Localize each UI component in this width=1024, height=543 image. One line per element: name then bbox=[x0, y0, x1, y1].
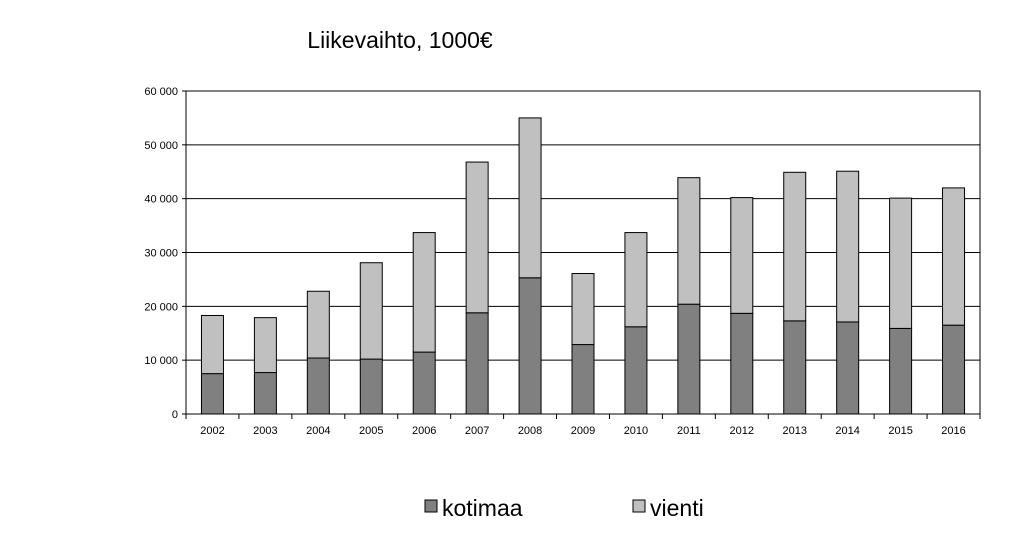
x-tick-label: 2016 bbox=[941, 425, 965, 437]
bar-vienti-2015 bbox=[889, 197, 913, 329]
bar-kotimaa-2011 bbox=[677, 303, 701, 415]
bar-kotimaa-2016 bbox=[942, 324, 966, 415]
y-tick-label: 0 bbox=[172, 409, 178, 421]
x-tick-label: 2006 bbox=[412, 425, 436, 437]
bar-vienti-2010 bbox=[624, 232, 648, 328]
x-tick-label: 2008 bbox=[518, 425, 542, 437]
x-tick-label: 2013 bbox=[782, 425, 806, 437]
x-tick-label: 2007 bbox=[465, 425, 489, 437]
x-tick-label: 2012 bbox=[730, 425, 754, 437]
bar-kotimaa-2005 bbox=[359, 358, 383, 415]
x-tick-label: 2005 bbox=[359, 425, 383, 437]
plot-area-frame bbox=[185, 90, 981, 415]
x-tick-label: 2004 bbox=[306, 425, 330, 437]
bar-vienti-2011 bbox=[677, 177, 701, 305]
bar-vienti-2007 bbox=[465, 161, 489, 314]
y-tick-label: 30 000 bbox=[144, 248, 178, 260]
y-tick-label: 20 000 bbox=[144, 301, 178, 313]
bar-vienti-2014 bbox=[836, 170, 860, 323]
x-tick-label: 2009 bbox=[571, 425, 595, 437]
x-tick-label: 2015 bbox=[888, 425, 912, 437]
bar-vienti-2008 bbox=[518, 117, 542, 279]
bar-kotimaa-2008 bbox=[518, 277, 542, 415]
bar-kotimaa-2010 bbox=[624, 326, 648, 415]
bar-vienti-2016 bbox=[942, 187, 966, 326]
bar-kotimaa-2006 bbox=[412, 351, 436, 415]
bar-kotimaa-2014 bbox=[836, 321, 860, 415]
legend-swatch-kotimaa bbox=[424, 499, 438, 513]
x-tick-label: 2003 bbox=[253, 425, 277, 437]
legend: kotimaa vienti bbox=[424, 495, 704, 521]
y-tick-label: 60 000 bbox=[144, 86, 178, 98]
y-tick-label: 10 000 bbox=[144, 355, 178, 367]
x-tick-label: 2002 bbox=[200, 425, 224, 437]
bar-vienti-2009 bbox=[571, 272, 595, 346]
bar-vienti-2004 bbox=[306, 290, 330, 359]
bar-vienti-2012 bbox=[730, 197, 754, 314]
chart-title: Liikevaihto, 1000€ bbox=[307, 27, 493, 53]
bar-kotimaa-2003 bbox=[253, 372, 277, 415]
bar-kotimaa-2013 bbox=[783, 320, 807, 415]
bars bbox=[200, 117, 966, 415]
legend-swatch-vienti bbox=[632, 499, 646, 513]
bar-kotimaa-2012 bbox=[730, 312, 754, 415]
bar-kotimaa-2015 bbox=[889, 327, 913, 415]
x-tick-label: 2010 bbox=[624, 425, 648, 437]
bar-vienti-2002 bbox=[200, 314, 224, 375]
bar-vienti-2005 bbox=[359, 262, 383, 360]
x-tick-label: 2011 bbox=[677, 425, 701, 437]
bar-kotimaa-2007 bbox=[465, 312, 489, 415]
bar-vienti-2006 bbox=[412, 232, 436, 353]
bar-vienti-2013 bbox=[783, 171, 807, 322]
bar-vienti-2003 bbox=[253, 317, 277, 374]
legend-label-vienti: vienti bbox=[650, 495, 704, 521]
bar-kotimaa-2004 bbox=[306, 357, 330, 415]
bar-kotimaa-2002 bbox=[200, 373, 224, 415]
y-tick-label: 40 000 bbox=[144, 194, 178, 206]
x-axis-ticks: 2002 2003 2004 2005 2006 2007 2008 2009 2010 2011… bbox=[185, 414, 981, 437]
y-axis-ticks: 0 10 000 20 000 30 000 40 000 50 000 60 000 bbox=[144, 86, 186, 421]
x-tick-label: 2014 bbox=[835, 425, 859, 437]
y-tick-label: 50 000 bbox=[144, 140, 178, 152]
bar-kotimaa-2009 bbox=[571, 344, 595, 415]
legend-label-kotimaa: kotimaa bbox=[442, 495, 523, 521]
